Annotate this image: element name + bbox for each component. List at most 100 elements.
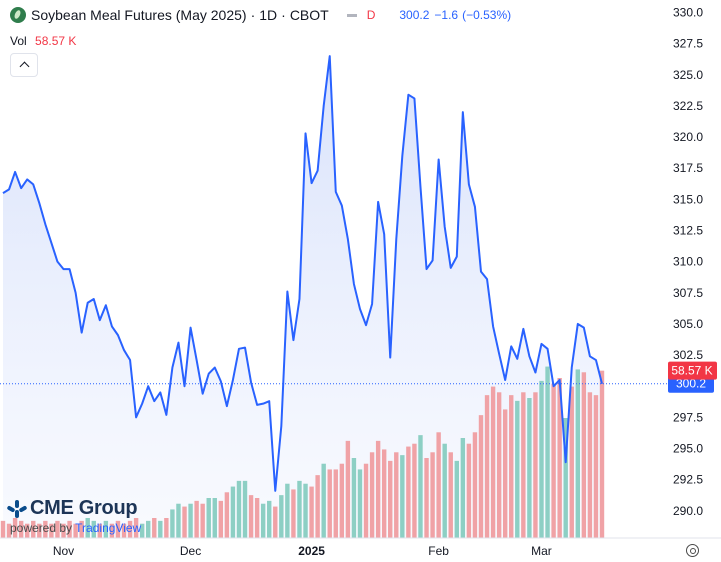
volume-bar <box>297 480 302 538</box>
volume-bar <box>103 520 109 538</box>
volume-bar <box>291 489 296 538</box>
volume-bar <box>49 523 54 538</box>
y-tick-label: 310.0 <box>673 255 703 269</box>
volume-bar <box>502 409 508 538</box>
volume-bar <box>394 452 399 538</box>
volume-bar <box>599 370 605 538</box>
collapse-legend-button[interactable] <box>10 53 38 77</box>
volume-bar <box>400 455 405 538</box>
volume-bar <box>484 395 490 538</box>
volume-bar <box>375 440 381 538</box>
volume-bar <box>170 509 175 538</box>
volume-bar <box>146 520 151 538</box>
volume-bar <box>176 503 181 538</box>
x-tick-label: Dec <box>180 544 201 558</box>
volume-bar <box>200 503 205 538</box>
volume-bar <box>31 520 36 538</box>
volume-bar <box>460 438 466 538</box>
volume-bar <box>430 452 435 538</box>
brand-name: CME Group <box>30 497 138 519</box>
volume-bar <box>218 500 224 538</box>
volume-bar <box>188 503 193 538</box>
volume-bar <box>509 395 514 538</box>
price-area <box>3 56 602 539</box>
y-tick-label: 292.5 <box>673 473 703 487</box>
volume-legend: Vol 58.57 K <box>10 34 76 48</box>
volume-bar <box>194 500 199 538</box>
volume-bar <box>279 495 284 538</box>
volume-bar <box>490 386 496 538</box>
volume-bar <box>236 480 242 538</box>
volume-value: 58.57 K <box>35 34 77 48</box>
volume-bar <box>563 418 568 538</box>
volume-bar <box>18 520 24 538</box>
volume-bar <box>152 518 157 538</box>
y-tick-label: 327.5 <box>673 37 703 51</box>
volume-bar <box>254 498 260 538</box>
volume-bar <box>182 506 187 538</box>
y-tick-label: 322.5 <box>673 99 703 113</box>
volume-bar <box>575 369 580 538</box>
volume-bar <box>339 463 345 538</box>
market-status-icon <box>346 13 357 17</box>
volume-bar <box>6 523 12 538</box>
last-volume-tag <box>668 361 717 380</box>
chart-header: Soybean Meal Futures (May 2025) · 1D · C… <box>10 7 511 23</box>
volume-bar <box>115 520 121 538</box>
volume-bar <box>569 386 574 538</box>
volume-bar <box>539 380 544 538</box>
y-tick-label: 315.0 <box>673 192 703 206</box>
volume-bar <box>139 523 145 538</box>
y-tick-label: 307.5 <box>673 286 703 300</box>
x-tick-label: Feb <box>428 544 449 558</box>
volume-bar <box>333 469 338 538</box>
volume-bar <box>25 523 30 538</box>
volume-bar <box>327 469 332 538</box>
volume-bar <box>121 523 127 538</box>
volume-bar <box>224 492 230 538</box>
settings-icon[interactable] <box>686 544 699 557</box>
volume-bar <box>61 523 66 538</box>
volume-bar <box>381 449 387 538</box>
price-change: −1.6 <box>434 8 459 22</box>
x-tick-label: Mar <box>531 544 552 558</box>
y-tick-label: 325.0 <box>673 68 703 82</box>
session-badge: D <box>366 8 376 22</box>
volume-bar <box>436 432 441 538</box>
volume-bar <box>466 443 472 538</box>
soybean-logo-icon <box>10 7 26 23</box>
volume-bar <box>412 443 417 538</box>
symbol-title[interactable]: Soybean Meal Futures (May 2025) <box>31 7 247 23</box>
powered-by-name: TradingView <box>75 521 142 535</box>
volume-bar <box>79 520 84 538</box>
volume-bar <box>242 480 248 538</box>
interval-label[interactable]: 1D <box>259 7 278 23</box>
volume-bar <box>91 520 96 538</box>
exchange-label: CBOT <box>289 7 329 23</box>
volume-bar <box>593 395 599 538</box>
volume-bar <box>545 366 550 538</box>
last-price-tag-label: 300.2 <box>676 377 706 391</box>
volume-bar <box>527 398 532 538</box>
header-separator: · <box>281 7 286 23</box>
volume-bar <box>55 520 60 538</box>
volume-bar <box>418 435 423 538</box>
volume-bar <box>37 523 42 538</box>
volume-bar <box>285 483 290 538</box>
volume-bar <box>164 518 169 538</box>
volume-bar <box>127 520 133 538</box>
volume-bar <box>345 440 351 538</box>
price-change-pct: (−0.53%) <box>462 8 512 22</box>
volume-bar <box>351 458 357 538</box>
volume-bar <box>369 452 375 538</box>
volume-bar <box>0 520 6 538</box>
volume-bar <box>521 392 526 538</box>
volume-bar <box>12 518 18 538</box>
volume-bar <box>515 400 520 538</box>
y-tick-label: 312.5 <box>673 223 703 237</box>
volume-bar <box>321 463 326 538</box>
y-tick-label: 295.0 <box>673 441 703 455</box>
powered-by-prefix: powered by <box>10 521 73 535</box>
volume-bar <box>551 383 556 538</box>
